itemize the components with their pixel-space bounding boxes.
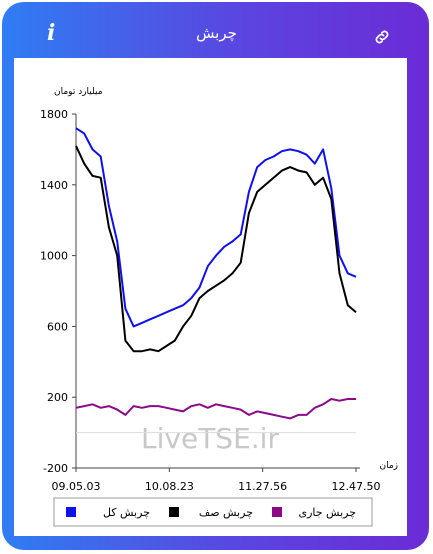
y-tick-label: 600 <box>47 320 68 333</box>
y-tick-label: -200 <box>43 462 68 475</box>
legend-swatch <box>272 507 282 517</box>
legend-box <box>53 497 373 527</box>
y-tick-label: 1000 <box>40 250 68 263</box>
header-bar: i چربش <box>0 0 433 58</box>
chart-panel: میلیارد تومان زمان LiveTSE.ir 1800 1400 10… <box>14 58 407 536</box>
x-tick-label: 09.05.03 <box>52 480 101 493</box>
legend-label: چربش صف <box>199 506 253 519</box>
x-tick-label: 12.47.50 <box>332 480 381 493</box>
series-line-1 <box>75 127 357 328</box>
y-tick-label: 1800 <box>40 108 68 121</box>
watermark: LiveTSE.ir <box>141 422 279 455</box>
y-tick-label: 1400 <box>40 179 68 192</box>
x-tick-label: 11.27.56 <box>238 480 287 493</box>
legend-swatch <box>66 507 76 517</box>
series-line-3 <box>75 398 356 420</box>
series-line-2 <box>75 145 357 353</box>
legend-swatch <box>169 507 179 517</box>
y-tick-label: 200 <box>47 391 68 404</box>
legend-label: چربش جاری <box>298 506 356 519</box>
y-axis-label: میلیارد تومان <box>54 87 103 97</box>
link-icon[interactable] <box>373 28 391 46</box>
chart-svg: میلیارد تومان زمان LiveTSE.ir 1800 1400 10… <box>40 87 398 527</box>
legend-label: چربش کل <box>103 506 150 519</box>
info-icon[interactable]: i <box>47 20 56 46</box>
x-tick-label: 10.08.23 <box>145 480 194 493</box>
x-axis-label: زمان <box>379 461 398 471</box>
page-title: چربش <box>196 24 237 42</box>
